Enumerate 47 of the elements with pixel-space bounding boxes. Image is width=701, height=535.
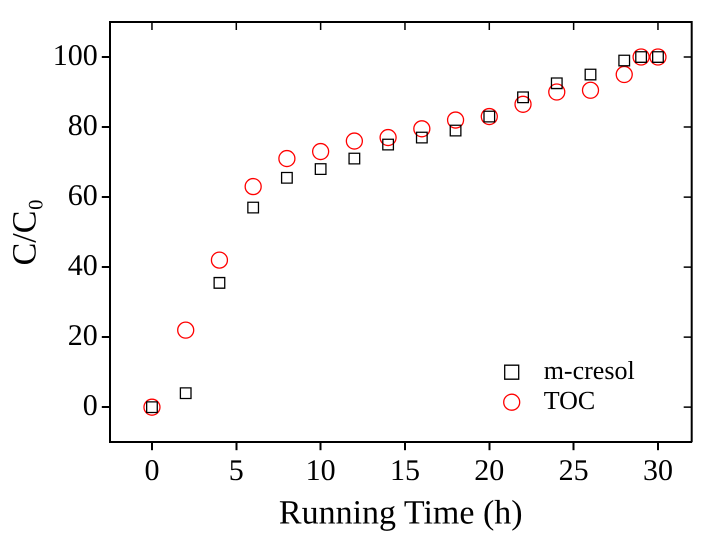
point (180, 387, 192, 400)
point (584, 68, 596, 80)
point (213, 276, 226, 289)
y-tick-label: 60 (68, 178, 98, 212)
x-tick-label: 20 (474, 454, 504, 488)
point (346, 132, 364, 150)
x-tick-label: 30 (642, 454, 673, 488)
point (312, 142, 330, 160)
point (280, 172, 293, 184)
point (413, 120, 430, 138)
y-tick-label: 80 (68, 108, 98, 142)
point (582, 82, 600, 99)
x-tick-label: 5 (228, 454, 244, 488)
point (247, 202, 260, 214)
x-tick-label: 15 (390, 454, 420, 488)
point (480, 108, 498, 126)
point (314, 163, 327, 176)
y-tick-label: 20 (68, 319, 98, 352)
point (177, 321, 194, 339)
point (548, 83, 566, 101)
x-axis-title: Running Time (h) (278, 494, 523, 532)
point (446, 111, 464, 129)
point (379, 128, 397, 146)
point (632, 48, 650, 66)
point (210, 251, 228, 269)
point (348, 152, 360, 165)
point (244, 178, 262, 196)
legend-label: m-cresol (544, 356, 635, 386)
y-tick-label: 0 (82, 389, 98, 422)
point (382, 138, 394, 151)
point (649, 48, 667, 66)
legend-label: TOC (544, 386, 596, 416)
y-tick-label: 40 (68, 248, 98, 282)
point (517, 91, 529, 104)
y-axis-title: C/C₀ (6, 198, 44, 266)
y-tick-label: 100 (52, 38, 98, 72)
point (550, 77, 563, 90)
point (278, 150, 296, 168)
point (618, 54, 630, 66)
point (514, 96, 532, 113)
x-tick-label: 10 (306, 454, 336, 488)
point (143, 398, 161, 416)
point (616, 66, 633, 84)
x-tick-label: 0 (144, 454, 160, 488)
x-tick-label: 25 (558, 454, 589, 488)
point (450, 124, 462, 137)
point (416, 132, 428, 144)
